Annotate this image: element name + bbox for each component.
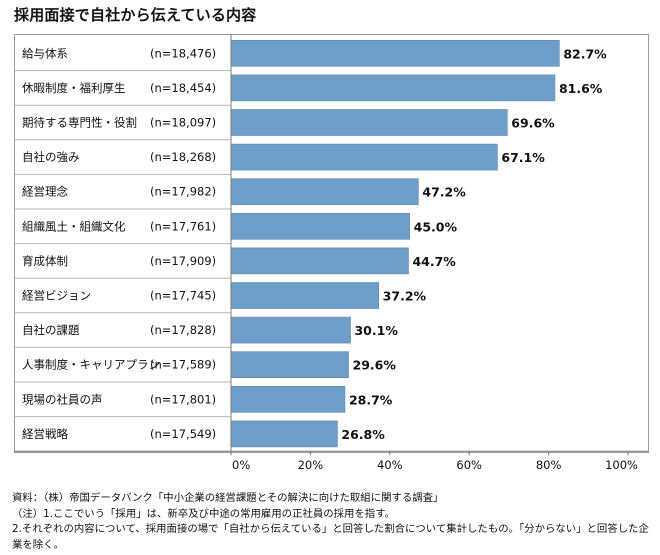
x-tick-label: 60%: [456, 458, 482, 472]
category-label: 経営理念: [22, 185, 68, 199]
bar: [230, 316, 351, 344]
value-label: 81.6%: [559, 81, 603, 96]
sample-size-label: (n=17,761): [150, 219, 216, 233]
note-2: 2.それぞれの内容について、採用面接の場で「自社から伝えている」と回答した割合に…: [12, 523, 649, 551]
x-tick-label: 40%: [377, 458, 403, 472]
sample-size-label: (n=18,097): [150, 116, 216, 130]
source-note: 資料：（株）帝国データバンク「中小企業の経営課題とその解決に向けた取組に関する調…: [12, 492, 444, 504]
sample-size-label: (n=18,476): [150, 46, 216, 60]
sample-size-label: (n=18,268): [150, 150, 216, 164]
bar: [230, 351, 349, 379]
note-1: （注）1.ここでいう「採用」は、新卒及び中途の常用雇用の正社員の採用を指す。: [12, 507, 395, 520]
bar: [230, 178, 419, 205]
category-label: 現場の社員の声: [22, 392, 103, 406]
value-label: 67.1%: [501, 150, 545, 165]
value-label: 47.2%: [422, 185, 466, 200]
x-tick-label: 100%: [605, 458, 638, 472]
sample-size-label: (n=17,982): [150, 185, 216, 199]
category-label: 自社の課題: [22, 323, 80, 337]
bar: [230, 420, 338, 448]
category-label: 組織風土・組織文化: [22, 219, 126, 233]
sample-size-label: (n=17,801): [150, 392, 216, 406]
sample-size-label: (n=17,745): [150, 289, 216, 303]
x-tick-label: 0%: [232, 458, 250, 472]
bar: [230, 282, 379, 309]
sample-size-label: (n=17,589): [150, 358, 216, 372]
value-label: 26.8%: [341, 427, 385, 442]
bar: [230, 213, 410, 240]
sample-size-label: (n=17,909): [150, 254, 216, 268]
value-label: 37.2%: [383, 289, 427, 304]
bar-chart: 給与体系 (n=18,476) 82.7% 休暇制度・福利厚生 (n=18,454) 81…: [14, 34, 649, 472]
category-label: 人事制度・キャリアプラン: [22, 358, 160, 372]
bar: [230, 247, 409, 275]
x-tick-label: 80%: [536, 458, 562, 472]
category-label: 期待する専門性・役割: [22, 116, 137, 130]
bar: [230, 143, 498, 171]
category-label: 自社の強み: [22, 150, 80, 164]
sample-size-label: (n=17,549): [150, 427, 216, 441]
x-tick-label: 20%: [298, 458, 324, 472]
value-label: 30.1%: [354, 323, 398, 338]
category-label: 休暇制度・福利厚生: [22, 81, 126, 95]
value-label: 28.7%: [349, 392, 393, 407]
chart-title: 採用面接で自社から伝えている内容: [14, 6, 257, 24]
bar: [230, 39, 560, 67]
value-label: 29.6%: [353, 358, 397, 373]
bar: [230, 109, 508, 136]
category-label: 育成体制: [22, 254, 68, 268]
bar: [230, 385, 346, 413]
value-label: 82.7%: [563, 46, 607, 61]
value-label: 44.7%: [412, 254, 456, 269]
value-label: 45.0%: [414, 219, 458, 234]
sample-size-label: (n=17,828): [150, 323, 216, 337]
chart-notes: 資料：（株）帝国データバンク「中小企業の経営課題とその解決に向けた取組に関する調…: [12, 491, 652, 553]
bar: [230, 74, 556, 102]
sample-size-label: (n=18,454): [150, 81, 216, 95]
value-label: 69.6%: [511, 116, 555, 131]
category-label: 経営ビジョン: [22, 289, 91, 303]
category-label: 経営戦略: [22, 427, 68, 441]
category-label: 給与体系: [22, 46, 68, 60]
